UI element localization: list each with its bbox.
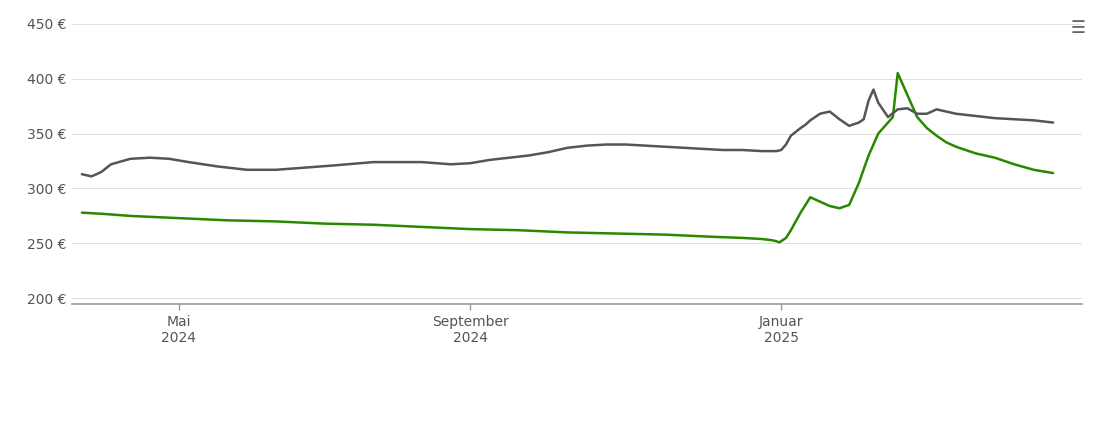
Text: ☰: ☰ [1071,19,1086,37]
